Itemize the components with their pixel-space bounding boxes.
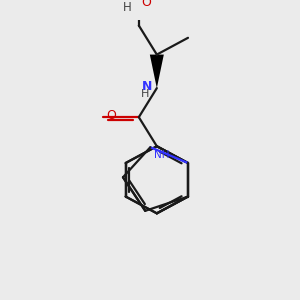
Text: O: O: [106, 109, 116, 122]
Text: N: N: [141, 80, 152, 93]
Text: H: H: [141, 89, 149, 99]
Text: O: O: [141, 0, 151, 9]
Text: NH: NH: [154, 150, 170, 160]
Text: H: H: [122, 1, 131, 14]
Polygon shape: [150, 55, 164, 88]
